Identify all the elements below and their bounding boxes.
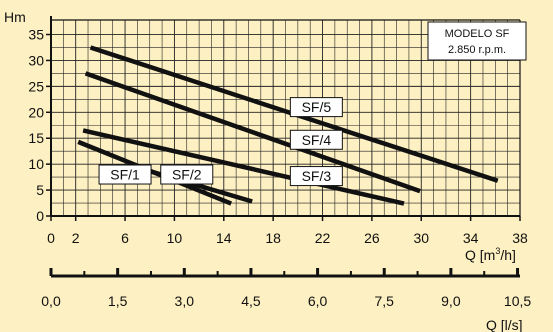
x-axis-label-tail: /h]	[500, 247, 516, 263]
series-label-box	[98, 164, 152, 185]
secondary-tick-label: 7,5	[375, 293, 395, 309]
x-tick-label: 10	[167, 230, 183, 246]
x-tick-label: 30	[413, 230, 429, 246]
series-line-sf-4	[84, 71, 421, 194]
secondary-tick-label: 3,0	[175, 293, 195, 309]
secondary-tick-label: 4,5	[241, 293, 261, 309]
x-axis-label-main: Q [m	[465, 247, 495, 263]
series-label-text: SF/5	[302, 99, 332, 115]
x-tick-label: 0	[47, 230, 55, 246]
series-label-text: SF/3	[302, 168, 332, 184]
x-axis-label-sup: 3	[495, 246, 500, 256]
series-label-text: SF/2	[172, 167, 202, 183]
x-tick-label: 14	[216, 230, 232, 246]
x-axis-label: Q [m3/h]	[465, 246, 516, 263]
x-tick-label: 6	[121, 230, 129, 246]
x-tick-label: 2	[72, 230, 80, 246]
x-tick-label: 18	[265, 230, 281, 246]
series-label-sf-4: SF/4	[289, 129, 343, 150]
x-tick-label: 38	[512, 230, 528, 246]
series-labels: SF/1 SF/2 SF/3 SF/4 SF/5	[98, 97, 343, 187]
y-tick-label: 30	[28, 52, 44, 68]
secondary-tick-label: 1,5	[108, 293, 128, 309]
y-axis-label: Hm	[4, 9, 26, 25]
y-tick-label: 5	[36, 182, 44, 198]
secondary-tick-label: 10,5	[504, 293, 531, 309]
y-tick-label: 15	[28, 130, 44, 146]
model-rpm: 2.850 r.p.m.	[448, 44, 506, 56]
y-tick-label: 10	[28, 156, 44, 172]
x-tick-label: 22	[315, 230, 331, 246]
secondary-axis-label: Q [l/s]	[486, 317, 523, 332]
series-label-sf-2: SF/2	[160, 164, 214, 185]
series-label-text: SF/4	[302, 132, 332, 148]
model-name: MODELO SF	[445, 28, 510, 40]
y-tick-label: 35	[28, 27, 44, 43]
series-label-box	[289, 129, 343, 150]
series-label-sf-5: SF/5	[289, 97, 343, 118]
y-tick-label: 25	[28, 78, 44, 94]
secondary-tick-label: 9,0	[441, 293, 461, 309]
y-tick-label: 0	[36, 208, 44, 224]
secondary-tick-label: 0,0	[41, 293, 61, 309]
series-line-sf-3	[82, 128, 405, 206]
x-tick-label: 26	[364, 230, 380, 246]
y-tick-label: 20	[28, 104, 44, 120]
series-label-box	[289, 166, 343, 187]
secondary-axis: 0,0 1,5 3,0 4,5 6,0 7,5 9,0 10,5	[41, 268, 531, 309]
series-label-box	[160, 164, 214, 185]
model-info-box: MODELO SF 2.850 r.p.m.	[427, 21, 527, 61]
series-label-box	[289, 97, 343, 118]
secondary-tick-label: 6,0	[308, 293, 328, 309]
series-lines	[77, 45, 499, 206]
series-label-text: SF/1	[110, 167, 140, 183]
series-label-sf-1: SF/1	[98, 164, 152, 185]
series-label-sf-3: SF/3	[289, 166, 343, 187]
x-tick-label: 34	[463, 230, 479, 246]
